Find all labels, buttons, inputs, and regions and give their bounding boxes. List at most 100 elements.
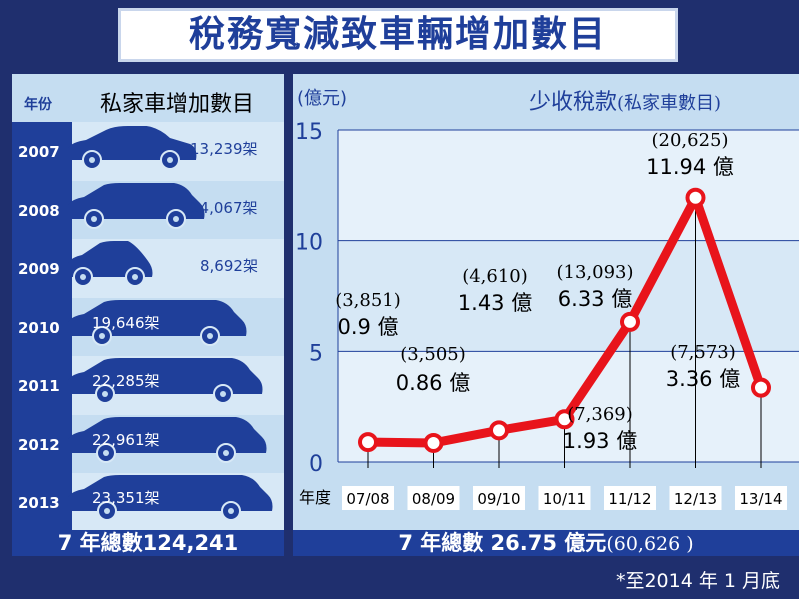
data-point (685, 187, 706, 208)
car-icon (68, 358, 263, 404)
x-tick-box (342, 486, 394, 510)
y-tick-label: 15 (295, 120, 323, 145)
chart-title-paren: (私家車數目) (617, 93, 722, 114)
car-body (68, 358, 263, 394)
x-tick-label: 10/11 (543, 490, 586, 508)
tax-total: 7 年總數 26.75 億元(60,626 ) (293, 530, 799, 556)
car-row: 2009 8,692架 (12, 239, 284, 299)
count-label: (3,505) (400, 344, 466, 365)
y-tick-label: 0 (309, 452, 323, 477)
value-label: 0.86 億 (396, 371, 470, 395)
data-point (358, 432, 378, 453)
car-icon (68, 299, 247, 346)
data-point (423, 432, 444, 453)
row-year: 2012 (18, 435, 60, 454)
x-tick-box (538, 486, 591, 510)
car-hub (91, 215, 97, 222)
y-axis-unit: (億元) (297, 88, 348, 109)
year-column (12, 122, 72, 532)
x-tick-box (473, 486, 525, 510)
car-row: 2008 14,067架 (12, 180, 284, 241)
car-hub (103, 449, 109, 456)
car-icon (68, 475, 273, 521)
car-hub (228, 508, 234, 514)
chart-title: 少收稅款(私家車數目) (529, 84, 721, 116)
x-tick-label: 12/13 (674, 490, 717, 508)
car-icon (68, 182, 205, 229)
tax-total-main: 7 年總數 26.75 億元 (398, 531, 607, 555)
row-count: 13,239架 (190, 140, 258, 158)
row-year: 2009 (18, 260, 60, 278)
row-count: 19,646架 (92, 313, 160, 332)
car-hub (99, 332, 105, 339)
count-label: (3,851) (335, 290, 401, 311)
count-label: (20,625) (651, 130, 728, 151)
tax-line-chart: 0 5 10 15 年度 07/08 08/09 09/10 10/11 11/12 12/13 13… (295, 120, 799, 510)
car-row: 2013 23,351架 (12, 473, 284, 533)
car-hub (167, 157, 173, 163)
main-title: 稅務寬減致車輛增加數目 (118, 8, 678, 62)
car-body (68, 475, 273, 511)
x-tick-box (407, 486, 460, 510)
data-point (751, 377, 771, 398)
value-label: 1.93 億 (563, 429, 637, 453)
data-point (620, 311, 640, 332)
car-hub (80, 274, 86, 280)
row-year: 2008 (18, 201, 60, 220)
value-label: 3.36 億 (666, 367, 740, 391)
row-count: 14,067架 (190, 198, 258, 217)
car-hub (220, 391, 226, 397)
x-tick-label: 07/08 (346, 490, 389, 508)
row-count: 8,692架 (200, 257, 258, 275)
car-icon (68, 416, 267, 463)
count-label: (7,369) (567, 404, 633, 425)
tax-chart-panel: (億元) 少收稅款(私家車數目) 0 5 10 15 年度 07/08 08/09 09/10… (293, 74, 799, 556)
car-total: 7 年總數124,241 (12, 530, 284, 556)
car-row: 2012 22,961架 (12, 414, 284, 475)
x-tick-box (735, 486, 787, 510)
plot-band (338, 130, 799, 241)
count-label: (7,573) (670, 342, 736, 363)
x-tick-box (604, 486, 656, 510)
car-hub (102, 391, 108, 397)
car-row: 2010 19,646架 (12, 297, 284, 358)
footnote: *至2014 年 1 月底 (615, 570, 780, 592)
row-year: 2013 (18, 494, 60, 512)
car-body (68, 416, 267, 453)
x-tick-label: 13/14 (739, 490, 782, 508)
data-point (554, 409, 575, 430)
year-header: 年份 (24, 97, 52, 113)
car-body (68, 182, 205, 219)
x-tick-label: 08/09 (412, 490, 455, 508)
car-body (68, 299, 247, 336)
plot-band (338, 240, 799, 352)
car-hub (132, 274, 138, 280)
car-icon (68, 126, 197, 170)
row-count: 23,351架 (92, 489, 160, 507)
value-label: 1.43 億 (458, 291, 532, 315)
car-hub (104, 508, 110, 514)
car-hub (207, 332, 213, 339)
row-year: 2007 (18, 143, 60, 161)
x-tick-label: 11/12 (608, 490, 651, 508)
value-label: 6.33 億 (558, 287, 632, 311)
row-count: 22,961架 (92, 430, 160, 449)
car-body (68, 126, 197, 160)
car-hub (173, 215, 179, 222)
row-count: 22,285架 (92, 372, 160, 390)
car-increase-panel: 年份 私家車增加數目 2007 13,239架 2008 14,067架 2009 8,6… (12, 74, 284, 556)
car-row: 2007 13,239架 (12, 122, 284, 182)
x-tick-box (669, 486, 722, 510)
value-label: 0.9 億 (337, 315, 398, 339)
car-row: 2011 22,285架 (12, 356, 284, 416)
car-icon (68, 241, 153, 287)
count-label: (13,093) (556, 262, 633, 283)
data-point (489, 420, 509, 441)
value-label: 11.94 億 (646, 155, 734, 179)
car-increase-title: 私家車增加數目 (100, 92, 255, 117)
y-tick-label: 10 (295, 231, 323, 256)
car-hub (223, 449, 229, 456)
count-label: (4,610) (462, 266, 528, 287)
x-axis-title: 年度 (299, 488, 331, 507)
row-year: 2011 (18, 377, 60, 395)
